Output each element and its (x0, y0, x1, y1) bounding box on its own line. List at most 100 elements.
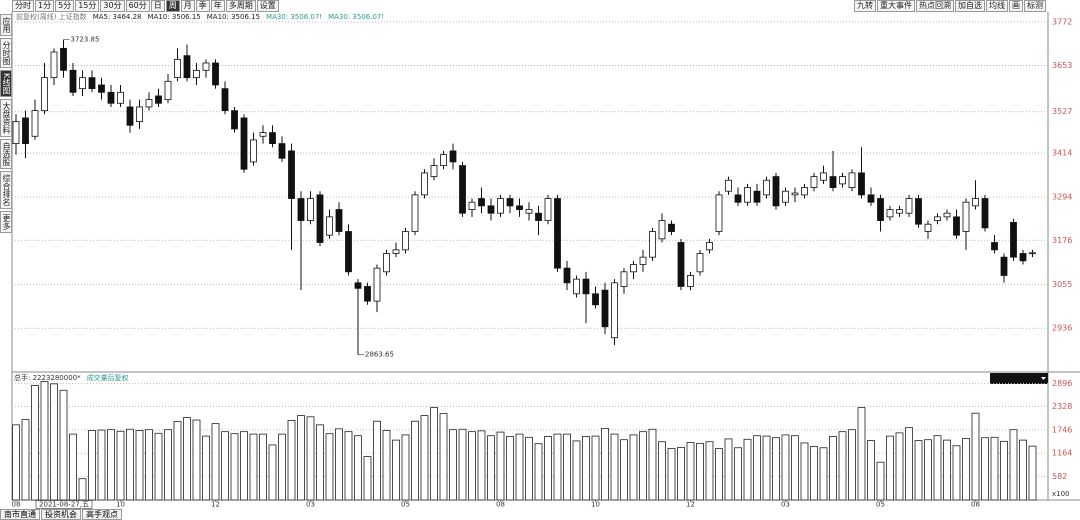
candle-body (41, 77, 48, 112)
action-button[interactable]: 均线 (986, 0, 1008, 12)
candle-body (402, 231, 409, 251)
period-button[interactable]: 1分 (35, 0, 55, 12)
volume-bar (696, 442, 704, 501)
period-button[interactable]: 季 (195, 0, 210, 12)
volume-bar (829, 436, 837, 501)
candle-body (383, 253, 390, 273)
period-button[interactable]: 分时 (12, 0, 34, 12)
volume-bar (933, 435, 942, 501)
legend-entry: MA5: 3464.28 (93, 13, 142, 21)
volume-bar (990, 436, 999, 501)
side-tab[interactable]: 更多 (0, 211, 12, 234)
bottom-tab[interactable]: 投资机会 (41, 509, 81, 520)
action-button[interactable]: 热点回溯 (916, 0, 954, 12)
volume-bar (895, 432, 904, 501)
y-tick-label: 3294 (1052, 193, 1072, 202)
y-tick-label: 3653 (1052, 61, 1072, 70)
action-button[interactable]: 重大事件 (877, 0, 915, 12)
volume-bar (116, 430, 125, 501)
bottom-tabs: 南市直通 投资机会 高手观点 (0, 509, 122, 520)
candle-body (364, 286, 371, 302)
dropdown-arrow (1041, 377, 1046, 380)
volume-bar (306, 416, 315, 501)
candle-body (867, 194, 875, 203)
action-button[interactable]: 画 (1009, 0, 1023, 12)
volume-bar (449, 429, 457, 501)
candle-body (392, 249, 400, 254)
legend-entry: 前复权(周线) 上证指数 (16, 12, 87, 21)
x-tick-label: 08 (971, 501, 980, 509)
volume-bar (1019, 439, 1027, 501)
x-tick-label: 08 (496, 501, 505, 509)
volume-bar (221, 431, 229, 501)
candle-body (696, 253, 704, 273)
volume-bar (211, 423, 220, 501)
volume-bar (1028, 445, 1037, 501)
candle-body (601, 289, 609, 328)
period-button[interactable]: 多周期 (225, 0, 256, 12)
candle-body (687, 275, 694, 287)
side-tab[interactable]: 自选股 (0, 139, 12, 170)
side-tab[interactable]: 分时图 (0, 38, 12, 68)
side-tab[interactable]: 综合排名 (0, 171, 12, 210)
volume-bar (743, 438, 752, 501)
bottom-tab[interactable]: 高手观点 (82, 509, 122, 520)
candle-body (31, 110, 39, 137)
action-button[interactable]: 加自选 (955, 0, 985, 12)
period-button[interactable]: 日 (150, 0, 165, 12)
candle-body (592, 293, 599, 306)
candle-body (991, 242, 998, 251)
x-tick-label: 03 (306, 501, 315, 509)
period-button[interactable]: 年 (210, 0, 225, 12)
candle-body (259, 132, 267, 137)
candle-body (326, 216, 333, 236)
period-button[interactable]: 月 (180, 0, 195, 12)
candle-body (193, 69, 200, 79)
bottom-tab[interactable]: 南市直通 (0, 509, 40, 520)
volume-bar (848, 429, 856, 501)
side-tab[interactable]: K线图 (0, 70, 12, 98)
volume-bar (468, 431, 476, 501)
volume-bar (924, 439, 932, 501)
side-tabs: 应用分时图 K线图 大盘资料 自选股 综合排名 更多 (0, 14, 12, 234)
candle-body (487, 205, 495, 214)
period-button[interactable]: 60分 (125, 0, 150, 12)
volume-bar (477, 430, 486, 501)
volume-bar (610, 433, 619, 501)
period-button[interactable]: 周 (165, 0, 180, 12)
candle-body (725, 179, 732, 192)
candle-body (706, 242, 713, 251)
candle-body (22, 117, 29, 144)
candle-body (430, 165, 438, 177)
side-tab[interactable]: 大盘资料 (0, 99, 12, 138)
candle-body (468, 201, 476, 210)
volume-bar (857, 407, 866, 501)
side-tab[interactable]: 应用 (0, 14, 12, 36)
action-button[interactable]: 标测 (1024, 0, 1046, 12)
volume-bar (411, 420, 419, 501)
candle-body (839, 176, 846, 185)
candle-body (250, 139, 257, 163)
period-button[interactable]: 30分 (100, 0, 125, 12)
volume-bar (962, 438, 970, 501)
period-toolbar: 分时 1分 5分 15分 30分 60分日周月季年多周期 设置 (12, 0, 279, 12)
candle-body (677, 242, 685, 287)
volume-bar (572, 440, 581, 501)
period-button[interactable]: 5分 (55, 0, 75, 12)
candle-body (639, 256, 647, 265)
volume-bar (772, 437, 780, 501)
y-tick-label: 2896 (1052, 379, 1072, 388)
action-button[interactable]: 九转 (854, 0, 876, 12)
volume-bar (667, 448, 676, 501)
candle-body (373, 267, 381, 302)
candle-body (288, 150, 295, 199)
candle-body (478, 198, 485, 207)
period-button[interactable]: 设置 (256, 0, 279, 12)
candle-body (221, 88, 229, 112)
candle-body (335, 209, 343, 232)
volume-bar (686, 442, 695, 501)
volume-bar (430, 407, 438, 501)
period-button[interactable]: 15分 (75, 0, 100, 12)
volume-bar (145, 429, 153, 501)
candle-body (411, 194, 419, 232)
